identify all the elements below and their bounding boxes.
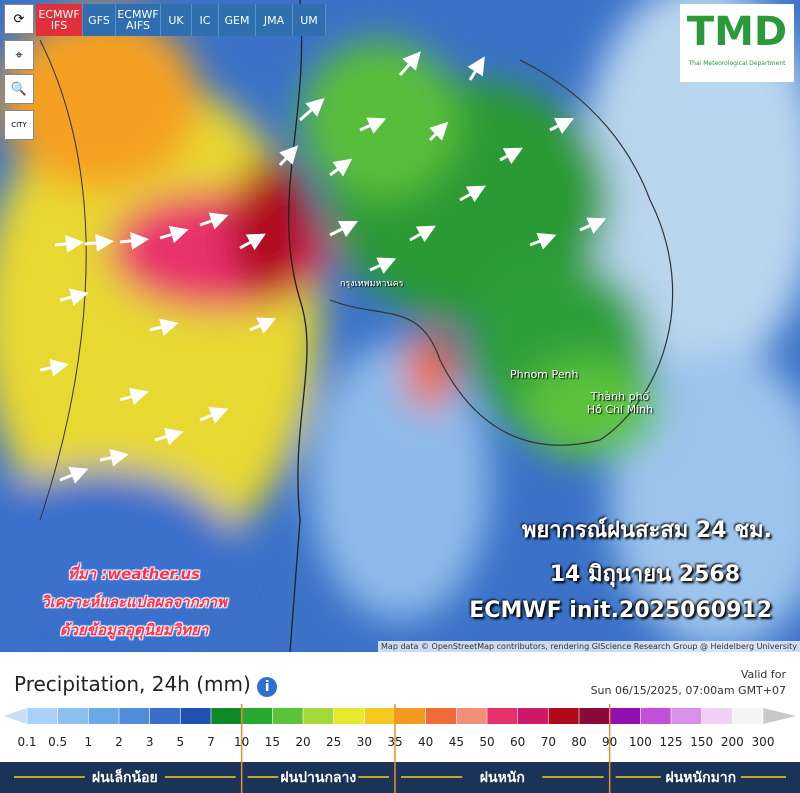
scale-label: 300 xyxy=(752,735,775,749)
scale-label: 15 xyxy=(265,735,280,749)
category-band xyxy=(0,762,800,793)
legend-title: Precipitation, 24h (mm) i xyxy=(14,672,278,697)
model-tab[interactable]: ECMWF IFS xyxy=(36,4,83,36)
scale-label: 50 xyxy=(479,735,494,749)
scale-label: 7 xyxy=(207,735,215,749)
scale-segment xyxy=(180,708,211,724)
scale-segment xyxy=(364,708,395,724)
city-label: Thành phố Hồ Chí Minh xyxy=(586,390,654,416)
scale-segment xyxy=(149,708,181,724)
model-tab[interactable]: UK xyxy=(161,4,192,36)
scale-segment xyxy=(119,708,150,724)
map[interactable]: ECMWF IFS GFS ECMWF AIFS UK IC GEM JMA UM ⟳ ⌖ 🔍… xyxy=(0,0,800,652)
scale-segment xyxy=(640,708,671,724)
source-text: วิเคราะห์และแปลผลจากภาพ xyxy=(41,593,227,611)
scale-label: 2 xyxy=(115,735,123,749)
refresh-button[interactable]: ⟳ xyxy=(4,4,34,34)
city-button[interactable]: CITY xyxy=(4,110,34,140)
scale-segment xyxy=(211,708,242,724)
scale-label: 70 xyxy=(541,735,556,749)
scale-start xyxy=(4,708,27,724)
scale-label: 30 xyxy=(357,735,372,749)
scale-segment xyxy=(548,708,579,724)
forecast-title: พยากรณ์ฝนสะสม 24 ชม. xyxy=(521,518,772,543)
scale-label: 1 xyxy=(85,735,93,749)
attribution: Map data © OpenStreetMap contributors, r… xyxy=(378,641,800,652)
model-tab[interactable]: GFS xyxy=(83,4,116,36)
info-icon[interactable]: i xyxy=(257,677,278,697)
scale-segment xyxy=(88,708,119,724)
legend-scale: 0.1 0.5 1 2 3 5 7 10 15 20 25 30 35 40 45 50 60 70 80 90 100… xyxy=(0,704,800,793)
model-tab[interactable]: ECMWF AIFS xyxy=(116,4,161,36)
source-text: ด้วยข้อมูลอุตุนิยมวิทยา xyxy=(59,621,209,639)
scale-segment xyxy=(579,708,610,724)
wind-arrows xyxy=(39,51,607,484)
scale-segment xyxy=(609,708,641,724)
model-tab[interactable]: UM xyxy=(293,4,326,36)
location-button[interactable]: ⌖ xyxy=(4,40,34,70)
scale-label: 45 xyxy=(449,735,464,749)
scale-label: 125 xyxy=(660,735,683,749)
valid-box: Valid for Sun 06/15/2025, 07:00am GMT+07 xyxy=(591,668,786,697)
model-tab[interactable]: JMA xyxy=(256,4,293,36)
scale-segment xyxy=(27,708,58,724)
scale-label: 60 xyxy=(510,735,525,749)
valid-time: Sun 06/15/2025, 07:00am GMT+07 xyxy=(590,684,786,697)
forecast-date: 14 มิถุนายน 2568 xyxy=(549,562,740,587)
scale-label: 80 xyxy=(571,735,586,749)
scale-segment xyxy=(487,708,518,724)
scale-segment xyxy=(425,708,457,724)
source-text: ที่มา :weather.us xyxy=(67,565,201,583)
model-tab[interactable]: IC xyxy=(192,4,219,36)
scale-label: 3 xyxy=(146,735,154,749)
scale-label: 25 xyxy=(326,735,341,749)
scale-segment xyxy=(701,708,733,724)
city-label: กรุงเทพมหานคร xyxy=(340,279,404,289)
scale-label: 40 xyxy=(418,735,433,749)
scale-segment xyxy=(272,708,303,724)
scale-label: 5 xyxy=(177,735,185,749)
logo-text: TMD xyxy=(686,9,788,55)
scale-segment xyxy=(57,708,89,724)
category-label: ฝนเล็กน้อย xyxy=(92,768,158,786)
scale-segment xyxy=(333,708,365,724)
zoom-button[interactable]: 🔍 xyxy=(4,74,34,104)
scale-label: 0.1 xyxy=(17,735,36,749)
scale-label: 150 xyxy=(690,735,713,749)
legend: Precipitation, 24h (mm) i Valid for Sun 0… xyxy=(0,652,800,793)
scale-segment xyxy=(517,708,549,724)
scale-label: 20 xyxy=(295,735,310,749)
category-label: ฝนหนัก xyxy=(480,770,525,786)
scale-segment xyxy=(395,708,426,724)
scale-segment xyxy=(732,708,763,724)
valid-label: Valid for xyxy=(740,668,786,681)
scale-segment xyxy=(671,708,702,724)
city-label: Phnom Penh xyxy=(510,368,579,381)
scale-segment xyxy=(303,708,334,724)
category-label: ฝนหนักมาก xyxy=(666,770,737,786)
scale-segment xyxy=(241,708,273,724)
model-tab[interactable]: GEM xyxy=(219,4,256,36)
logo: TMD Thai Meteorological Department xyxy=(680,4,794,82)
logo-subtitle: Thai Meteorological Department xyxy=(688,60,786,67)
scale-label: 100 xyxy=(629,735,652,749)
scale-label: 200 xyxy=(721,735,744,749)
forecast-model: ECMWF init.2025060912 xyxy=(469,598,772,623)
map-layer xyxy=(0,0,800,652)
scale-end xyxy=(763,708,796,724)
legend-title-text: Precipitation, 24h (mm) xyxy=(14,672,251,696)
category-label: ฝนปานกลาง xyxy=(280,770,356,786)
scale-label: 0.5 xyxy=(48,735,67,749)
scale-segment xyxy=(456,708,487,724)
